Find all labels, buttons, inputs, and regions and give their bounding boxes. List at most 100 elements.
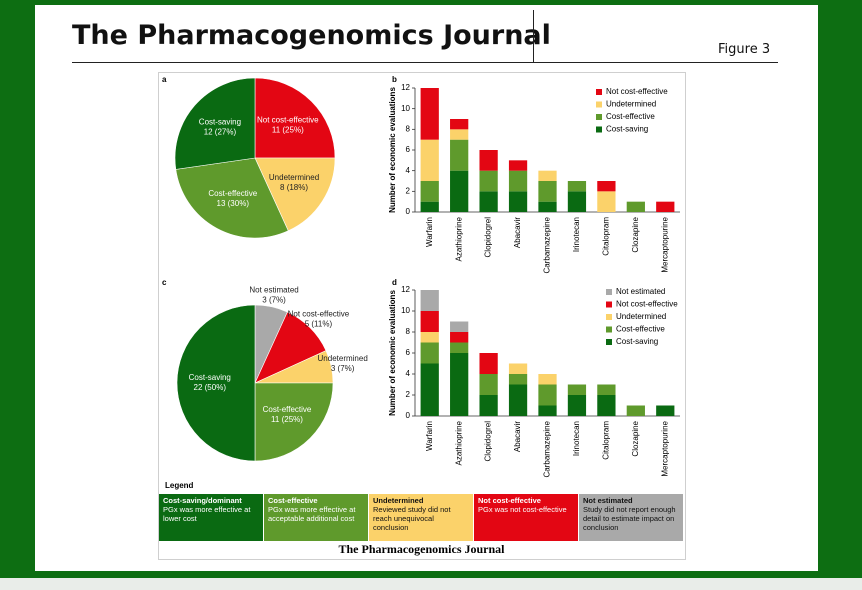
x-tick-label: Clopidogrel	[484, 217, 493, 258]
x-tick-label: Clozapine	[631, 420, 640, 456]
legend-swatch	[606, 314, 612, 320]
bar-segment	[450, 353, 469, 416]
bar-segment	[420, 181, 439, 202]
legend-text: PGx was more effective at lower cost	[163, 505, 251, 523]
pie-slice	[254, 77, 336, 159]
slice-label: Undetermined	[269, 173, 319, 182]
pie-slice	[174, 77, 256, 170]
legend-text: Study did not report enough detail to es…	[583, 505, 676, 532]
bar-segment	[450, 119, 469, 130]
bar-segment	[597, 384, 616, 395]
bar-segment	[450, 342, 469, 353]
y-tick-label: 2	[406, 390, 411, 399]
legend-swatch	[606, 289, 612, 295]
x-tick-label: Mercaptopurine	[660, 420, 669, 476]
pie-slice	[254, 382, 334, 462]
bar-segment	[479, 374, 498, 395]
legend-swatch	[606, 326, 612, 333]
legend-cell: Not estimated Study did not report enough…	[579, 494, 683, 541]
bar-segment	[538, 201, 557, 212]
bar-segment	[538, 405, 557, 416]
bar-segment	[479, 150, 498, 171]
legend-heading: Undetermined	[373, 496, 424, 505]
legend-swatch	[606, 339, 612, 345]
legend-swatch	[596, 89, 602, 95]
slice-label: Not cost-effective	[257, 115, 319, 124]
legend-cell: Not cost-effective PGx was not cost-effec…	[474, 494, 578, 541]
bar-segment	[597, 395, 616, 416]
slice-label: Not estimated	[249, 285, 298, 294]
slice-label: Undetermined	[318, 354, 368, 363]
y-tick-label: 4	[406, 369, 411, 378]
pie-slice	[254, 157, 336, 232]
legend-heading: Not estimated	[583, 496, 633, 505]
x-tick-label: Abacavir	[513, 217, 522, 248]
legend-heading: Cost-effective	[268, 496, 318, 505]
bar-segment	[508, 384, 528, 416]
x-tick-label: Warfarin	[425, 217, 434, 247]
bar-segment	[538, 384, 557, 406]
legend-label: Undetermined	[606, 100, 656, 109]
x-tick-label: Mercaptopurine	[660, 216, 669, 272]
legend-text: PGx was more effective at acceptable add…	[268, 505, 356, 523]
pie-slice	[176, 304, 256, 462]
header-rule	[72, 62, 778, 63]
y-tick-label: 4	[406, 166, 411, 175]
legend-label: Not estimated	[616, 287, 665, 296]
bar-segment	[567, 395, 587, 416]
legend-heading: Cost-saving/dominant	[163, 496, 242, 505]
y-tick-label: 0	[406, 411, 411, 420]
bar-segment	[420, 363, 439, 416]
legend-label: Undetermined	[616, 312, 666, 321]
legend-swatch	[596, 114, 602, 120]
x-tick-label: Warfarin	[425, 421, 434, 451]
bar-segment	[626, 201, 645, 212]
bar-segment	[420, 311, 439, 332]
slice-value: 11 (25%)	[272, 125, 304, 134]
bottom-strip	[0, 578, 862, 590]
legend-swatch	[596, 126, 602, 133]
legend-label: Cost-saving	[616, 337, 658, 346]
y-tick-label: 6	[406, 145, 411, 154]
slice-value: 13 (30%)	[217, 199, 250, 208]
bar-segment	[420, 342, 439, 364]
bar-segment	[508, 170, 528, 192]
slice-value: 3 (7%)	[331, 364, 355, 373]
y-tick-label: 12	[401, 83, 410, 92]
bar-segment	[656, 405, 675, 416]
bar-segment	[538, 181, 557, 202]
legend-cell: Cost-saving/dominant PGx was more effecti…	[159, 494, 263, 541]
legend-cell: Undetermined Reviewed study did not reach…	[369, 494, 473, 541]
bar-segment	[479, 353, 498, 374]
legend-label: Cost-saving	[606, 125, 648, 134]
slice-value: 22 (50%)	[194, 383, 227, 392]
x-tick-label: Azathioprine	[454, 420, 463, 465]
slice-label: Cost-effective	[208, 189, 257, 198]
legend-text: PGx was not cost-effective	[478, 505, 567, 514]
legend-label: Not cost-effective	[616, 300, 678, 309]
panel-letter: b	[392, 75, 397, 84]
bar-segment	[420, 332, 439, 343]
bar-segment	[538, 170, 557, 181]
x-tick-label: Carbamazepine	[543, 216, 552, 273]
journal-title: The Pharmacogenomics Journal	[72, 20, 551, 51]
figure-label: Figure 3	[718, 42, 771, 57]
legend-label: Not cost-effective	[606, 87, 668, 96]
bar-segment	[479, 170, 498, 192]
y-tick-label: 2	[406, 186, 411, 195]
bar-segment	[450, 170, 469, 212]
slice-label: Cost-effective	[263, 405, 312, 414]
x-tick-label: Irinotecan	[572, 217, 581, 252]
bar-segment	[450, 139, 469, 171]
bar-segment	[420, 139, 439, 181]
bar-segment	[508, 374, 528, 385]
legend-swatch	[606, 301, 612, 308]
bar-segment	[597, 191, 616, 212]
bar-segment	[567, 191, 587, 212]
panel-letter: d	[392, 278, 397, 287]
panel-letter: c	[162, 278, 167, 287]
bar-segment	[508, 160, 528, 171]
legend-text: Reviewed study did not reach unequivocal…	[373, 505, 451, 532]
